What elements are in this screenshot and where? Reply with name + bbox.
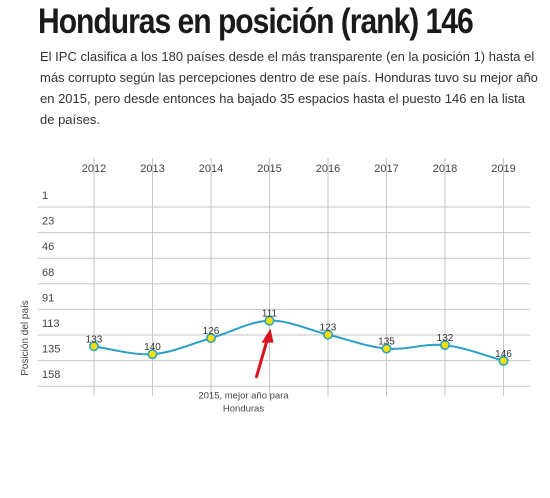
y-tick-label: 158 [42, 369, 60, 381]
data-point [264, 315, 275, 326]
annotation-text-line-2: Honduras [223, 404, 264, 415]
annotation-arrowhead-icon [261, 328, 274, 343]
data-label: 146 [495, 349, 512, 360]
y-tick-label: 135 [42, 344, 60, 356]
y-tick-label: 23 [42, 216, 54, 228]
y-tick-label: 1 [42, 190, 48, 202]
x-tick-label: 2014 [199, 163, 223, 175]
data-label: 140 [144, 342, 161, 353]
data-point [89, 341, 100, 352]
x-tick-label: 2012 [82, 163, 106, 175]
data-label: 123 [320, 323, 337, 334]
x-tick-label: 2015 [257, 163, 281, 175]
data-point [147, 349, 158, 360]
y-axis-label: Posición del país [20, 300, 31, 376]
data-point [206, 333, 217, 344]
data-point [439, 340, 450, 351]
x-tick-label: 2017 [374, 163, 398, 175]
y-tick-label: 46 [42, 241, 54, 253]
annotation: 2015, mejor año para Honduras [198, 328, 289, 415]
data-label: 133 [86, 334, 103, 345]
x-tick-label: 2013 [140, 163, 164, 175]
x-tick-label: 2016 [316, 163, 340, 175]
x-tick-label: 2019 [491, 163, 515, 175]
page-title: Honduras en posición (rank) 146 [38, 2, 474, 41]
data-label: 132 [437, 333, 454, 344]
data-label: 135 [378, 337, 395, 348]
data-points: 133 140 126 111 123 135 132 146 [86, 309, 512, 366]
annotation-arrow-icon [255, 337, 269, 379]
y-tick-label: 91 [42, 292, 54, 304]
page-subtitle: El IPC clasifica a los 180 países desde … [40, 49, 538, 127]
y-axis-tick-labels: 1 23 46 68 91 113 135 158 [42, 190, 60, 381]
data-point [322, 329, 333, 340]
data-point [381, 343, 392, 354]
y-tick-label: 68 [42, 267, 54, 279]
x-axis-tick-labels: 2012 2013 2014 2015 2016 2017 2018 2019 [82, 163, 516, 175]
data-point [498, 355, 509, 366]
y-tick-label: 113 [42, 318, 60, 330]
data-label: 111 [262, 309, 278, 320]
chart-grid [38, 158, 530, 397]
annotation-text-line-1: 2015, mejor año para [198, 391, 289, 402]
x-tick-label: 2018 [433, 163, 457, 175]
data-label: 126 [203, 326, 220, 337]
